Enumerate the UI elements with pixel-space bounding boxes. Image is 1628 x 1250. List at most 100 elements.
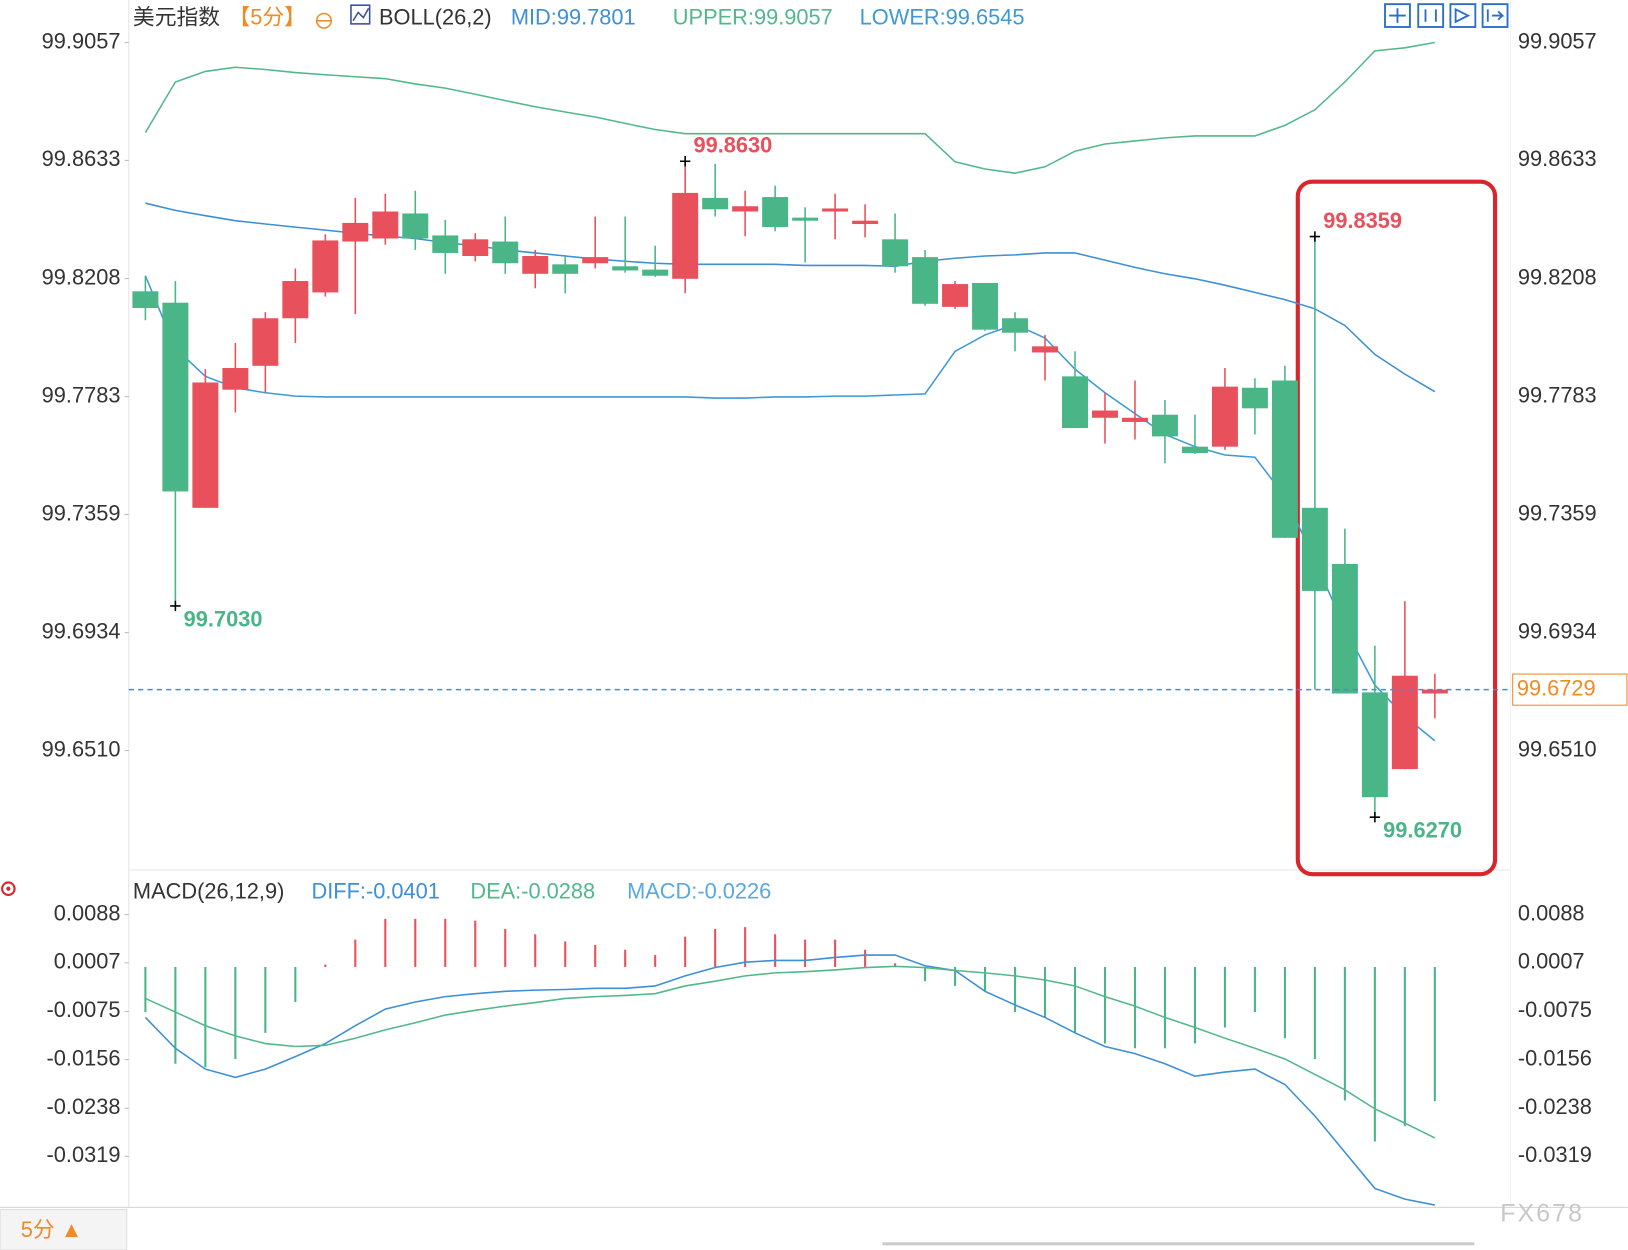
candle-body bbox=[192, 382, 219, 508]
candle-body bbox=[1211, 386, 1238, 447]
y-tick-label: 99.6934 bbox=[42, 618, 121, 643]
candle-body bbox=[252, 318, 279, 366]
indicator-line bbox=[144, 41, 1435, 174]
annotation-label: 99.8630 bbox=[693, 132, 772, 157]
y-tick-label: -0.0075 bbox=[47, 997, 121, 1022]
legend-macd: MACD:-0.0226 bbox=[627, 879, 771, 904]
period[interactable]: 【5分】 bbox=[228, 4, 306, 29]
candle-body bbox=[582, 257, 609, 264]
y-tick-label-right: 99.7359 bbox=[1518, 500, 1597, 525]
candle-body bbox=[642, 269, 669, 276]
period-tab[interactable] bbox=[0, 1208, 128, 1250]
settings-icon[interactable] bbox=[1, 881, 16, 896]
candle-body bbox=[912, 257, 939, 304]
legend-upper: UPPER:99.9057 bbox=[673, 4, 833, 29]
candle-body bbox=[942, 284, 969, 307]
candle-body bbox=[282, 281, 309, 319]
candle-body bbox=[612, 266, 639, 271]
legend-lower: LOWER:99.6545 bbox=[860, 4, 1025, 29]
candle-body bbox=[372, 211, 399, 239]
indicator-name: BOLL(26,2) bbox=[379, 4, 492, 29]
candle-body bbox=[1241, 387, 1268, 409]
candle-body bbox=[402, 213, 429, 239]
candle-body bbox=[1301, 507, 1328, 591]
y-tick-label-right: -0.0156 bbox=[1518, 1045, 1592, 1070]
candle-body bbox=[672, 192, 699, 279]
y-tick-label: 99.6510 bbox=[42, 736, 121, 761]
candle-body bbox=[852, 220, 879, 225]
candle-body bbox=[702, 197, 729, 210]
y-tick-label: 0.0007 bbox=[54, 949, 121, 974]
candle-body bbox=[552, 264, 579, 274]
y-tick-label: -0.0238 bbox=[47, 1094, 121, 1119]
period-tab-label[interactable]: 5分 ▲ bbox=[21, 1217, 83, 1242]
y-tick-label-right: 0.0088 bbox=[1518, 900, 1585, 925]
candle-body bbox=[432, 235, 459, 253]
candle-body bbox=[1121, 417, 1148, 422]
toolbar-button[interactable] bbox=[1481, 3, 1509, 28]
candle-body bbox=[132, 291, 159, 308]
toolbar-button[interactable] bbox=[1384, 3, 1411, 28]
candle-body bbox=[1271, 380, 1298, 538]
annotation-marker bbox=[1369, 812, 1381, 823]
last-price-box bbox=[1512, 673, 1628, 706]
y-tick-label: 99.9057 bbox=[42, 28, 121, 53]
candle-body bbox=[1361, 692, 1388, 798]
candle-body bbox=[792, 217, 819, 221]
indicator-line bbox=[145, 202, 1436, 393]
y-tick-label-right: 99.8208 bbox=[1518, 264, 1597, 289]
last-price-label: 99.6729 bbox=[1517, 675, 1596, 700]
candle-body bbox=[882, 239, 909, 267]
toolbar-button[interactable] bbox=[1417, 3, 1445, 28]
candle-body bbox=[522, 256, 549, 274]
y-tick-label: 0.0088 bbox=[54, 900, 121, 925]
settings-icon bbox=[6, 886, 11, 891]
indicator-line bbox=[144, 954, 1435, 1206]
candle-body bbox=[312, 240, 339, 293]
macd-title: MACD(26,12,9) bbox=[133, 879, 284, 904]
candle-body bbox=[342, 222, 369, 242]
indicator-line bbox=[145, 965, 1436, 1139]
candle-body bbox=[1062, 376, 1088, 429]
candle-body bbox=[732, 206, 759, 212]
indicator-line bbox=[144, 275, 1436, 742]
watermark: FX678 bbox=[1500, 1199, 1584, 1227]
indicator-icon bbox=[352, 7, 370, 22]
candle-body bbox=[762, 197, 789, 228]
y-tick-label-right: 99.6934 bbox=[1518, 618, 1597, 643]
candle-body bbox=[972, 282, 999, 330]
candle-body bbox=[492, 241, 519, 264]
candle-body bbox=[1421, 689, 1448, 694]
candle-body bbox=[1092, 410, 1118, 418]
toolbar-button[interactable] bbox=[1449, 3, 1477, 28]
candle-body bbox=[1032, 346, 1058, 353]
candle-body bbox=[1331, 563, 1358, 694]
legend-diff: DIFF:-0.0401 bbox=[312, 879, 440, 904]
annotation-marker bbox=[679, 156, 691, 167]
candle-body bbox=[222, 368, 249, 390]
y-tick-label: 99.7359 bbox=[42, 500, 121, 525]
indicator-icon[interactable] bbox=[350, 4, 371, 25]
annotation-marker bbox=[170, 600, 181, 612]
y-tick-label-right: 99.6510 bbox=[1518, 736, 1597, 761]
candle-body bbox=[1391, 675, 1418, 770]
annotation-label: 99.6270 bbox=[1383, 818, 1462, 843]
candle-body bbox=[1151, 414, 1178, 437]
candle-body bbox=[462, 239, 489, 257]
y-tick-label-right: 0.0007 bbox=[1518, 949, 1585, 974]
chart-title: 美元指数 bbox=[133, 4, 220, 29]
y-tick-label: 99.7783 bbox=[42, 382, 121, 407]
y-tick-label-right: -0.0319 bbox=[1518, 1142, 1592, 1167]
annotation-label: 99.8359 bbox=[1323, 208, 1402, 233]
candle-body bbox=[1002, 318, 1029, 333]
legend-dea: DEA:-0.0288 bbox=[470, 879, 595, 904]
y-tick-label-right: -0.0075 bbox=[1518, 997, 1592, 1022]
candle-body bbox=[162, 302, 189, 492]
toolbar-glyph bbox=[1389, 7, 1505, 24]
y-tick-label: -0.0319 bbox=[47, 1142, 121, 1167]
y-tick-label: -0.0156 bbox=[47, 1045, 121, 1070]
y-tick-label-right: 99.7783 bbox=[1518, 382, 1597, 407]
annotation-label: 99.7030 bbox=[184, 606, 263, 631]
